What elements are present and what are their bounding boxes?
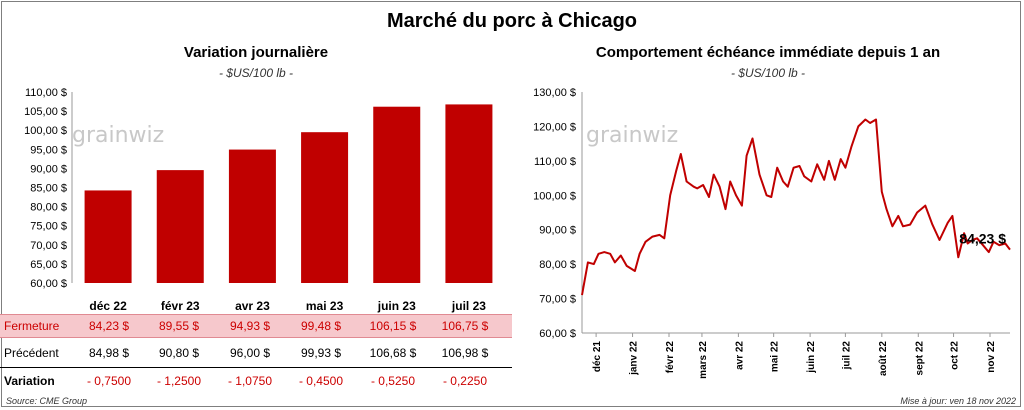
left-x-tick-label: juil 23 xyxy=(451,299,486,313)
left-x-tick-label: déc 22 xyxy=(89,299,127,313)
fermeture-value: 89,55 $ xyxy=(158,319,200,333)
right-y-tick-label: 110,00 $ xyxy=(534,156,576,168)
table-row-precedent: Précédent 84,98 $ 90,80 $ 96,00 $ 99,93 … xyxy=(0,342,512,364)
right-chart-unit: - $US/100 lb - xyxy=(730,66,806,80)
variation-value: - 0,4500 xyxy=(298,374,344,388)
variation-value: - 0,2250 xyxy=(442,374,488,388)
right-y-tick-label: 80,00 $ xyxy=(539,259,576,271)
right-x-tick-label: déc 21 xyxy=(592,341,603,373)
left-y-tick-label: 75,00 $ xyxy=(30,221,67,233)
fermeture-value: 106,15 $ xyxy=(369,319,417,333)
variation-value: - 1,0750 xyxy=(227,374,273,388)
table-row-variation: Variation - 0,7500 - 1,2500 - 1,0750 - 0… xyxy=(0,370,512,392)
right-x-tick-label: juin 22 xyxy=(806,341,817,374)
price-line xyxy=(581,118,1011,296)
left-y-tick-label: 60,00 $ xyxy=(30,278,67,290)
bar xyxy=(156,170,204,283)
right-x-tick-label: mai 22 xyxy=(770,341,781,373)
precedent-value: 96,00 $ xyxy=(229,346,271,360)
left-y-tick-label: 65,00 $ xyxy=(30,259,67,271)
left-chart-title: Variation journalière xyxy=(183,44,329,61)
source-note: Source: CME Group xyxy=(6,396,88,406)
right-x-tick-label: avr 22 xyxy=(734,341,745,370)
right-x-tick-label: nov 22 xyxy=(986,341,997,373)
precedent-value: 99,93 $ xyxy=(300,346,342,360)
right-y-tick-label: 70,00 $ xyxy=(539,294,576,306)
table-row-fermeture: Fermeture 84,23 $ 89,55 $ 94,93 $ 99,48 … xyxy=(0,314,512,338)
bar xyxy=(84,190,132,283)
fermeture-label: Fermeture xyxy=(4,319,60,333)
precedent-value: 84,98 $ xyxy=(88,346,130,360)
left-y-tick-label: 90,00 $ xyxy=(30,163,67,175)
bar xyxy=(373,106,421,283)
last-price-label: 84,23 $ xyxy=(959,231,1006,247)
right-x-tick-label: août 22 xyxy=(878,341,889,376)
left-x-tick-label: avr 23 xyxy=(235,299,270,313)
precedent-value: 106,98 $ xyxy=(441,346,489,360)
right-y-tick-label: 60,00 $ xyxy=(539,328,576,340)
right-x-tick-label: oct 22 xyxy=(950,341,961,370)
right-watermark: grainwiz xyxy=(586,123,678,148)
bar xyxy=(301,132,349,283)
right-x-tick-label: sept 22 xyxy=(914,341,925,376)
left-chart-unit: - $US/100 lb - xyxy=(218,66,294,80)
right-x-tick-label: juil 22 xyxy=(841,341,852,371)
page-title: Marché du porc à Chicago xyxy=(386,10,638,32)
variation-value: - 0,5250 xyxy=(370,374,416,388)
variation-value: - 0,7500 xyxy=(86,374,132,388)
left-y-tick-label: 110,00 $ xyxy=(25,87,67,99)
variation-label: Variation xyxy=(4,374,55,388)
variation-value: - 1,2500 xyxy=(156,374,202,388)
precedent-value: 90,80 $ xyxy=(158,346,200,360)
fermeture-value: 94,93 $ xyxy=(229,319,271,333)
left-y-tick-label: 95,00 $ xyxy=(30,144,67,156)
right-x-tick-label: févr 22 xyxy=(665,341,676,374)
left-watermark: grainwiz xyxy=(72,123,164,148)
fermeture-value: 106,75 $ xyxy=(441,319,489,333)
right-y-tick-label: 100,00 $ xyxy=(533,190,576,202)
fermeture-value: 99,48 $ xyxy=(300,319,342,333)
left-y-tick-label: 85,00 $ xyxy=(30,183,67,195)
left-y-tick-label: 105,00 $ xyxy=(24,106,67,118)
right-y-tick-label: 90,00 $ xyxy=(539,225,576,237)
left-x-tick-label: mai 23 xyxy=(306,299,344,313)
left-x-tick-label: juin 23 xyxy=(377,299,416,313)
table-separator xyxy=(0,367,512,368)
left-y-tick-label: 70,00 $ xyxy=(30,240,67,252)
right-y-tick-label: 120,00 $ xyxy=(533,121,576,133)
left-y-tick-label: 100,00 $ xyxy=(24,125,67,137)
precedent-label: Précédent xyxy=(4,346,59,360)
left-y-tick-label: 80,00 $ xyxy=(30,202,67,214)
bar xyxy=(445,104,493,283)
left-x-tick-label: févr 23 xyxy=(161,299,200,313)
update-note: Mise à jour: ven 18 nov 2022 xyxy=(900,396,1016,406)
precedent-value: 106,68 $ xyxy=(369,346,417,360)
right-x-tick-label: janv 22 xyxy=(629,341,640,376)
right-x-tick-label: mars 22 xyxy=(698,341,709,379)
fermeture-value: 84,23 $ xyxy=(88,319,130,333)
right-y-tick-label: 130,00 $ xyxy=(533,87,576,99)
right-chart-title: Comportement échéance immédiate depuis 1… xyxy=(595,44,941,61)
bar xyxy=(228,149,276,283)
